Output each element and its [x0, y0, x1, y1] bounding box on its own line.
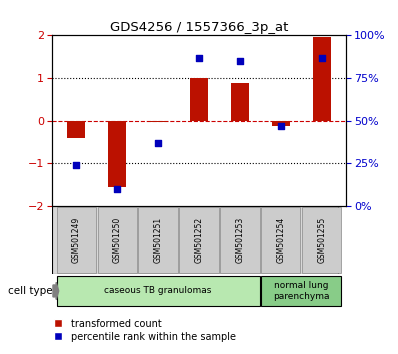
Text: GSM501255: GSM501255	[317, 217, 326, 263]
Bar	[190, 78, 208, 121]
Bar	[271, 121, 290, 126]
Point	[196, 55, 202, 61]
Point	[318, 55, 325, 61]
Bar	[220, 207, 259, 273]
Bar	[108, 121, 127, 188]
Bar	[261, 207, 300, 273]
Bar	[67, 121, 86, 138]
Text: GSM501252: GSM501252	[195, 217, 203, 263]
Bar	[57, 207, 96, 273]
Text: GSM501251: GSM501251	[154, 217, 163, 263]
Text: caseous TB granulomas: caseous TB granulomas	[104, 286, 212, 296]
Bar	[231, 83, 249, 121]
Text: GSM501250: GSM501250	[113, 217, 122, 263]
Point	[155, 140, 161, 145]
Text: GSM501254: GSM501254	[276, 217, 285, 263]
Text: normal lung
parenchyma: normal lung parenchyma	[273, 281, 330, 301]
Text: GSM501249: GSM501249	[72, 217, 81, 263]
Bar	[312, 37, 331, 121]
Bar	[302, 207, 341, 273]
Point	[278, 123, 284, 129]
Text: cell type: cell type	[8, 286, 53, 296]
Bar	[179, 207, 219, 273]
Legend: transformed count, percentile rank within the sample: transformed count, percentile rank withi…	[45, 315, 240, 346]
Title: GDS4256 / 1557366_3p_at: GDS4256 / 1557366_3p_at	[110, 21, 288, 34]
Bar	[98, 207, 137, 273]
Point	[237, 58, 243, 64]
Bar	[57, 276, 259, 306]
FancyArrow shape	[53, 282, 59, 299]
Text: GSM501253: GSM501253	[235, 217, 244, 263]
Bar	[261, 276, 341, 306]
Bar	[149, 121, 167, 122]
Bar	[139, 207, 178, 273]
Point	[73, 162, 80, 168]
Point	[114, 186, 120, 192]
